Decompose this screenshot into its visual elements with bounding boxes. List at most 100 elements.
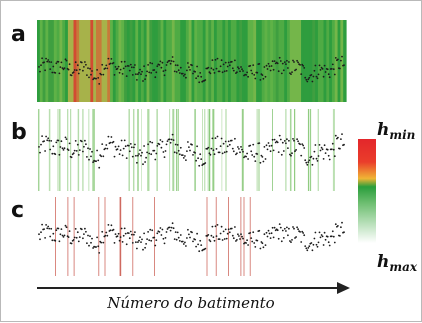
panel-c-point	[187, 228, 189, 231]
panel-c-point	[260, 241, 263, 243]
panel-b-point	[261, 156, 264, 158]
panel-b-point	[340, 138, 342, 141]
panel-a-point	[189, 69, 191, 71]
panel-b-point	[290, 154, 292, 157]
panel-a-point	[165, 64, 168, 66]
panel-c-point	[265, 231, 268, 234]
panel-a-strip	[126, 20, 131, 102]
panel-a-point	[227, 61, 230, 64]
panel-a-strip	[118, 20, 122, 102]
panel-a-point	[271, 60, 274, 63]
panel-c-point	[177, 236, 180, 239]
panel-a-strip	[275, 20, 280, 102]
panel-b-point	[172, 139, 175, 142]
panel-a-point	[46, 60, 49, 63]
panel-a-point	[223, 70, 226, 73]
panel-c-point	[286, 226, 288, 229]
panel-a-point	[105, 64, 108, 67]
panel-b-point	[288, 139, 290, 142]
panel-b-point	[319, 149, 322, 152]
panel-b-point	[116, 148, 119, 151]
panel-c-point	[227, 228, 230, 231]
panel-c-point	[100, 241, 103, 244]
panel-b-point	[124, 145, 127, 148]
panel-a-point	[250, 69, 253, 72]
panel-a-point	[218, 70, 221, 73]
panel-b-point	[139, 149, 141, 152]
panel-c-point	[312, 243, 315, 246]
colorbar-bottom-label: hmax	[377, 252, 418, 274]
panel-c-point	[328, 244, 331, 247]
panel-c-point	[55, 229, 58, 232]
panel-c-point	[144, 246, 147, 249]
panel-a-strip	[98, 20, 103, 102]
panel-c-point	[60, 228, 63, 231]
panel-c-point	[236, 239, 238, 241]
panel-a-point	[50, 61, 53, 63]
panel-c-point	[134, 231, 136, 234]
panel-c-point	[51, 239, 54, 242]
panel-a-strip	[315, 20, 319, 102]
panel-b-point	[247, 158, 250, 160]
panel-c-point	[57, 227, 60, 230]
panel-b-point	[323, 144, 326, 147]
panel-a-strip	[250, 20, 254, 102]
panel-a-point	[107, 57, 110, 60]
panel-c-point	[250, 237, 253, 240]
panel-c-point	[45, 224, 47, 226]
panel-b-point	[40, 143, 42, 146]
panel-b-point	[105, 144, 108, 146]
panel-b-point	[76, 143, 79, 146]
panel-a-point	[196, 65, 199, 68]
panel-b-point	[306, 163, 309, 166]
panel-a-point	[54, 72, 57, 74]
panel-a-strip	[261, 20, 266, 102]
panel-c-point	[332, 235, 335, 238]
panel-c-point	[112, 228, 115, 231]
panel-a-point	[82, 69, 84, 72]
panel-c-point	[184, 241, 186, 244]
panel-b-point	[125, 157, 128, 160]
panel-b-point	[181, 154, 184, 157]
panel-b-point	[64, 136, 67, 139]
panel-b-point	[89, 148, 91, 150]
panel-a-point	[181, 72, 184, 75]
panel-a-point	[65, 59, 68, 62]
panel-c-point	[223, 238, 226, 240]
panel-b-point	[259, 161, 262, 164]
panel-b-point	[250, 150, 253, 153]
panel-a-point	[313, 69, 316, 72]
panel-c-point	[310, 242, 313, 244]
panel-c-point	[83, 233, 85, 236]
panel-a-point	[254, 77, 257, 80]
panel-a-strip	[205, 20, 209, 102]
colorbar-gradient	[358, 139, 376, 243]
panel-c-point	[287, 234, 289, 237]
panel-c-point	[119, 236, 122, 239]
panel-c-point	[216, 224, 219, 226]
panel-b-point	[144, 161, 147, 163]
panel-c-point	[195, 245, 198, 248]
panel-a-strip	[146, 20, 150, 102]
panel-c-point	[224, 228, 227, 231]
panel-c-point	[116, 235, 119, 238]
panel-a-strip	[160, 20, 165, 102]
panel-c-point	[127, 232, 130, 235]
panel-a-point	[76, 64, 79, 67]
panel-b-point	[133, 146, 135, 149]
panel-c-point	[214, 225, 217, 228]
panel-b-point	[70, 156, 73, 159]
panel-b-point	[45, 135, 47, 138]
panel-c-point	[272, 236, 275, 239]
panel-c-point	[113, 242, 116, 244]
panel-c-point	[297, 228, 299, 231]
panel-b-point	[39, 151, 41, 154]
panel-a-point	[75, 69, 78, 72]
panel-c-point	[215, 235, 218, 238]
panel-c-point	[174, 231, 177, 234]
entropy-colorbar: hmin hmax	[358, 120, 418, 274]
panel-c-point	[67, 236, 70, 239]
panel-c-point	[140, 241, 142, 244]
panel-a-point	[55, 62, 58, 65]
panel-c-point	[61, 234, 64, 237]
